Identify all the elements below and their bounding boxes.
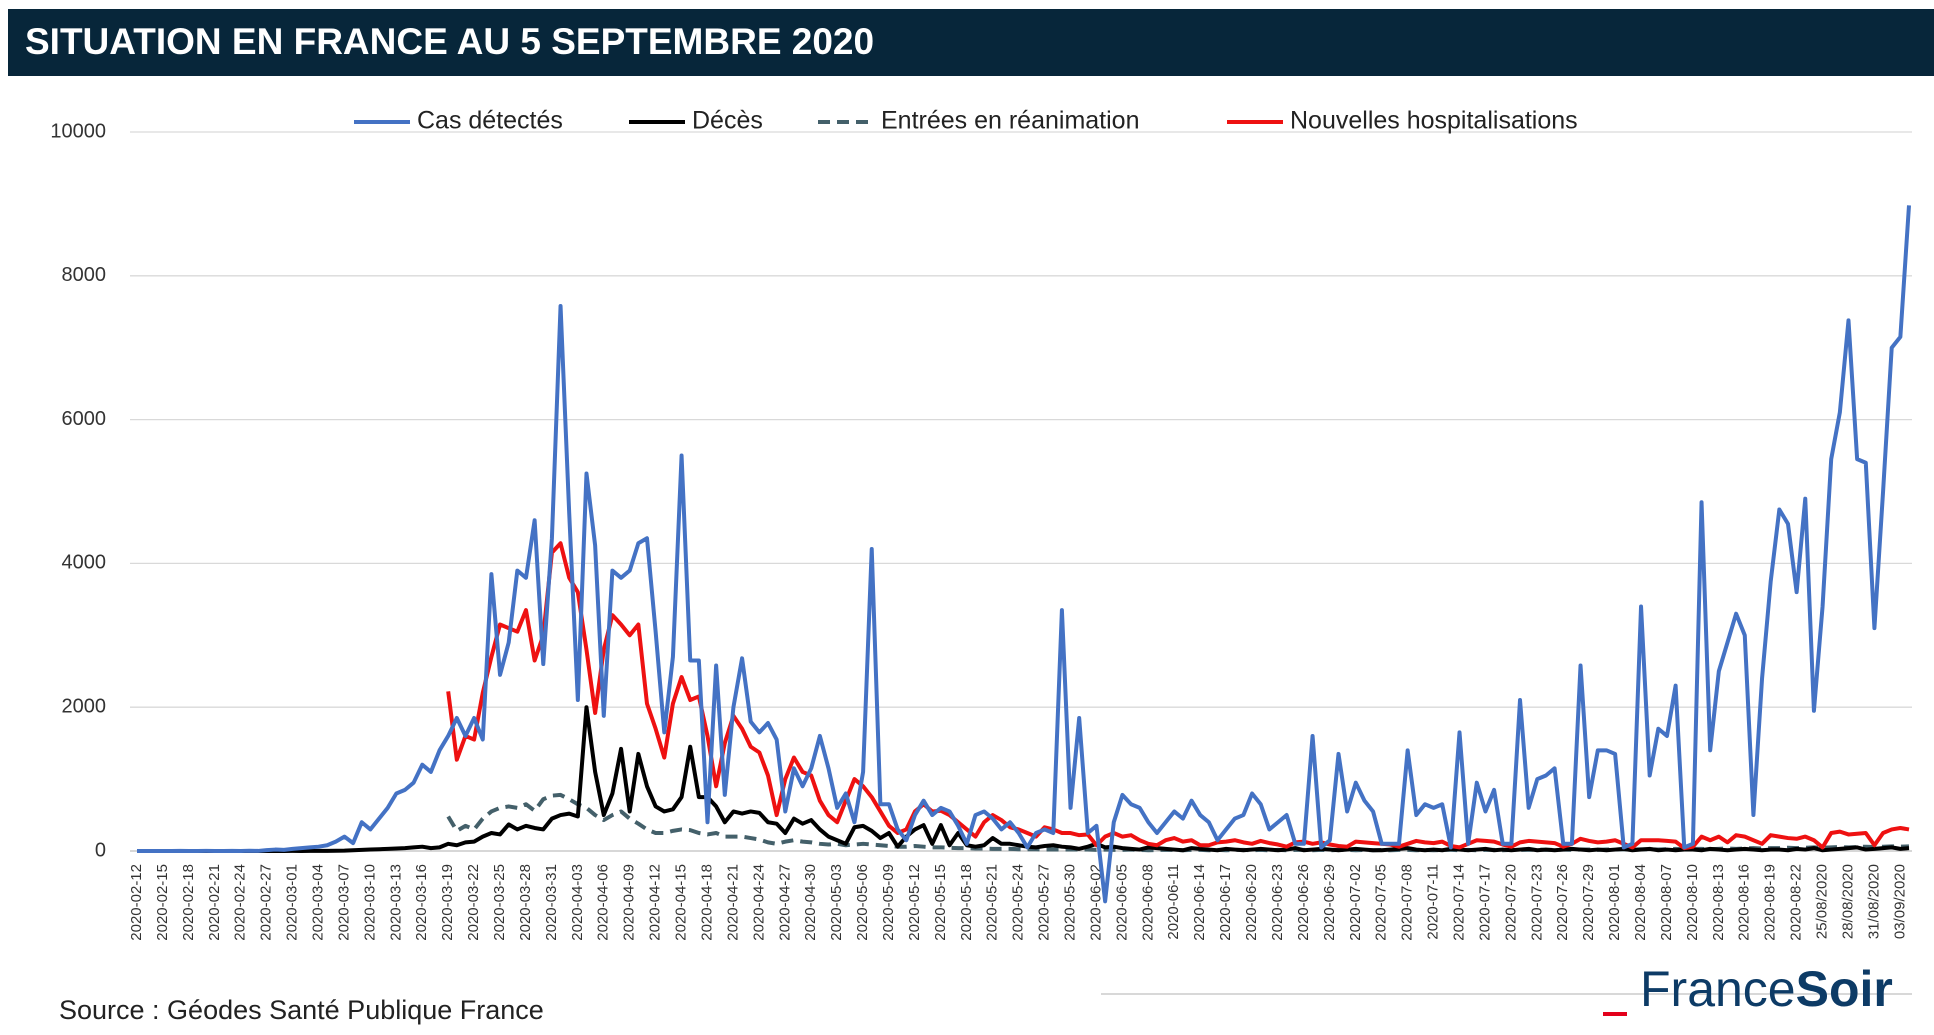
x-tick-label: 2020-03-31 bbox=[543, 864, 560, 941]
x-tick-label: 2020-04-30 bbox=[802, 864, 819, 941]
legend-label: Cas détectés bbox=[417, 107, 563, 135]
x-tick-label: 2020-08-01 bbox=[1606, 864, 1623, 941]
series-line bbox=[137, 705, 1910, 853]
logo-dash bbox=[1603, 1012, 1627, 1016]
x-tick-label: 2020-03-01 bbox=[284, 864, 301, 941]
x-tick-label: 2020-08-22 bbox=[1788, 864, 1805, 941]
legend-label: Nouvelles hospitalisations bbox=[1290, 107, 1578, 135]
x-tick-label: 2020-08-16 bbox=[1736, 864, 1753, 941]
x-tick-label: 2020-07-08 bbox=[1399, 864, 1416, 941]
x-tick-label: 2020-05-24 bbox=[1010, 864, 1027, 941]
x-tick-label: 2020-05-03 bbox=[828, 864, 845, 941]
x-tick-label: 2020-06-11 bbox=[1165, 864, 1182, 940]
x-tick-label: 2020-06-14 bbox=[1191, 864, 1208, 941]
x-tick-label: 2020-05-21 bbox=[984, 864, 1001, 941]
x-tick-label: 2020-07-20 bbox=[1502, 864, 1519, 941]
x-tick-label: 2020-03-28 bbox=[517, 864, 534, 941]
x-tick-label: 28/08/2020 bbox=[1839, 864, 1856, 939]
y-tick-label: 10000 bbox=[50, 120, 106, 142]
x-tick-label: 2020-04-24 bbox=[750, 864, 767, 941]
x-tick-label: 2020-03-22 bbox=[465, 864, 482, 941]
x-tick-label: 2020-07-14 bbox=[1450, 864, 1467, 941]
logo: FranceSoir bbox=[1640, 961, 1893, 1017]
x-tick-label: 2020-02-24 bbox=[232, 864, 249, 941]
x-tick-label: 25/08/2020 bbox=[1814, 864, 1831, 939]
legend-label: Décès bbox=[692, 107, 763, 135]
x-tick-label: 03/09/2020 bbox=[1891, 864, 1908, 939]
x-tick-label: 2020-05-06 bbox=[854, 864, 871, 941]
x-tick-label: 2020-03-04 bbox=[309, 864, 326, 941]
x-tick-label: 2020-04-21 bbox=[724, 864, 741, 941]
x-tick-label: 2020-05-18 bbox=[958, 864, 975, 941]
x-tick-label: 2020-04-27 bbox=[776, 864, 793, 941]
x-tick-label: 2020-06-20 bbox=[1243, 864, 1260, 941]
x-tick-label: 2020-06-05 bbox=[1113, 864, 1130, 941]
x-tick-label: 2020-04-03 bbox=[569, 864, 586, 941]
x-tick-label: 2020-07-17 bbox=[1476, 864, 1493, 941]
legend-label: Entrées en réanimation bbox=[881, 107, 1139, 135]
x-tick-label: 2020-05-27 bbox=[1036, 864, 1053, 941]
x-tick-label: 2020-07-26 bbox=[1554, 864, 1571, 941]
x-tick-label: 2020-07-29 bbox=[1580, 864, 1597, 941]
x-tick-label: 2020-05-12 bbox=[906, 864, 923, 941]
x-tick-label: 2020-04-06 bbox=[595, 864, 612, 941]
y-tick-label: 4000 bbox=[62, 552, 107, 574]
x-tick-label: 2020-06-23 bbox=[1269, 864, 1286, 941]
x-tick-label: 2020-04-15 bbox=[673, 864, 690, 941]
x-tick-label: 2020-03-10 bbox=[361, 864, 378, 941]
x-tick-label: 2020-04-09 bbox=[621, 864, 638, 941]
x-tick-label: 2020-08-10 bbox=[1684, 864, 1701, 941]
x-tick-label: 31/08/2020 bbox=[1865, 864, 1882, 939]
x-tick-label: 2020-08-04 bbox=[1632, 864, 1649, 941]
x-tick-label: 2020-02-12 bbox=[128, 864, 145, 941]
x-tick-label: 2020-06-29 bbox=[1321, 864, 1338, 941]
x-tick-label: 2020-05-09 bbox=[880, 864, 897, 941]
x-tick-label: 2020-07-11 bbox=[1425, 864, 1442, 940]
x-tick-label: 2020-07-02 bbox=[1347, 864, 1364, 941]
y-tick-label: 8000 bbox=[62, 264, 107, 286]
series-line bbox=[446, 541, 1910, 851]
y-tick-label: 0 bbox=[95, 839, 106, 861]
x-tick-label: 2020-02-21 bbox=[206, 864, 223, 941]
x-tick-label: 2020-02-15 bbox=[154, 864, 171, 941]
logo-light: France bbox=[1640, 961, 1796, 1017]
series-line bbox=[137, 205, 1911, 904]
x-tick-label: 2020-08-07 bbox=[1658, 864, 1675, 941]
y-tick-label: 6000 bbox=[62, 408, 107, 430]
x-tick-label: 2020-02-18 bbox=[180, 864, 197, 941]
y-tick-label: 2000 bbox=[62, 695, 107, 717]
x-tick-label: 2020-07-23 bbox=[1528, 864, 1545, 941]
x-tick-label: 2020-06-26 bbox=[1295, 864, 1312, 941]
x-tick-label: 2020-02-27 bbox=[258, 864, 275, 941]
x-tick-label: 2020-07-05 bbox=[1373, 864, 1390, 941]
header-bar bbox=[8, 9, 1934, 76]
x-tick-label: 2020-06-17 bbox=[1217, 864, 1234, 941]
x-tick-label: 2020-06-02 bbox=[1087, 864, 1104, 941]
x-tick-label: 2020-03-07 bbox=[335, 864, 352, 941]
x-tick-label: 2020-04-12 bbox=[647, 864, 664, 941]
source: Source : Géodes Santé Publique France bbox=[59, 995, 544, 1025]
x-tick-label: 2020-05-15 bbox=[932, 864, 949, 941]
x-tick-label: 2020-03-19 bbox=[439, 864, 456, 941]
logo-bold: Soir bbox=[1796, 961, 1893, 1017]
x-tick-label: 2020-06-08 bbox=[1139, 864, 1156, 941]
x-tick-label: 2020-03-25 bbox=[491, 864, 508, 941]
x-tick-label: 2020-03-13 bbox=[387, 864, 404, 941]
x-tick-label: 2020-08-19 bbox=[1762, 864, 1779, 941]
x-tick-label: 2020-08-13 bbox=[1710, 864, 1727, 941]
x-tick-label: 2020-05-30 bbox=[1062, 864, 1079, 941]
x-tick-label: 2020-04-18 bbox=[698, 864, 715, 941]
chart-title: SITUATION EN FRANCE AU 5 SEPTEMBRE 2020 bbox=[25, 21, 874, 62]
x-tick-label: 2020-03-16 bbox=[413, 864, 430, 941]
